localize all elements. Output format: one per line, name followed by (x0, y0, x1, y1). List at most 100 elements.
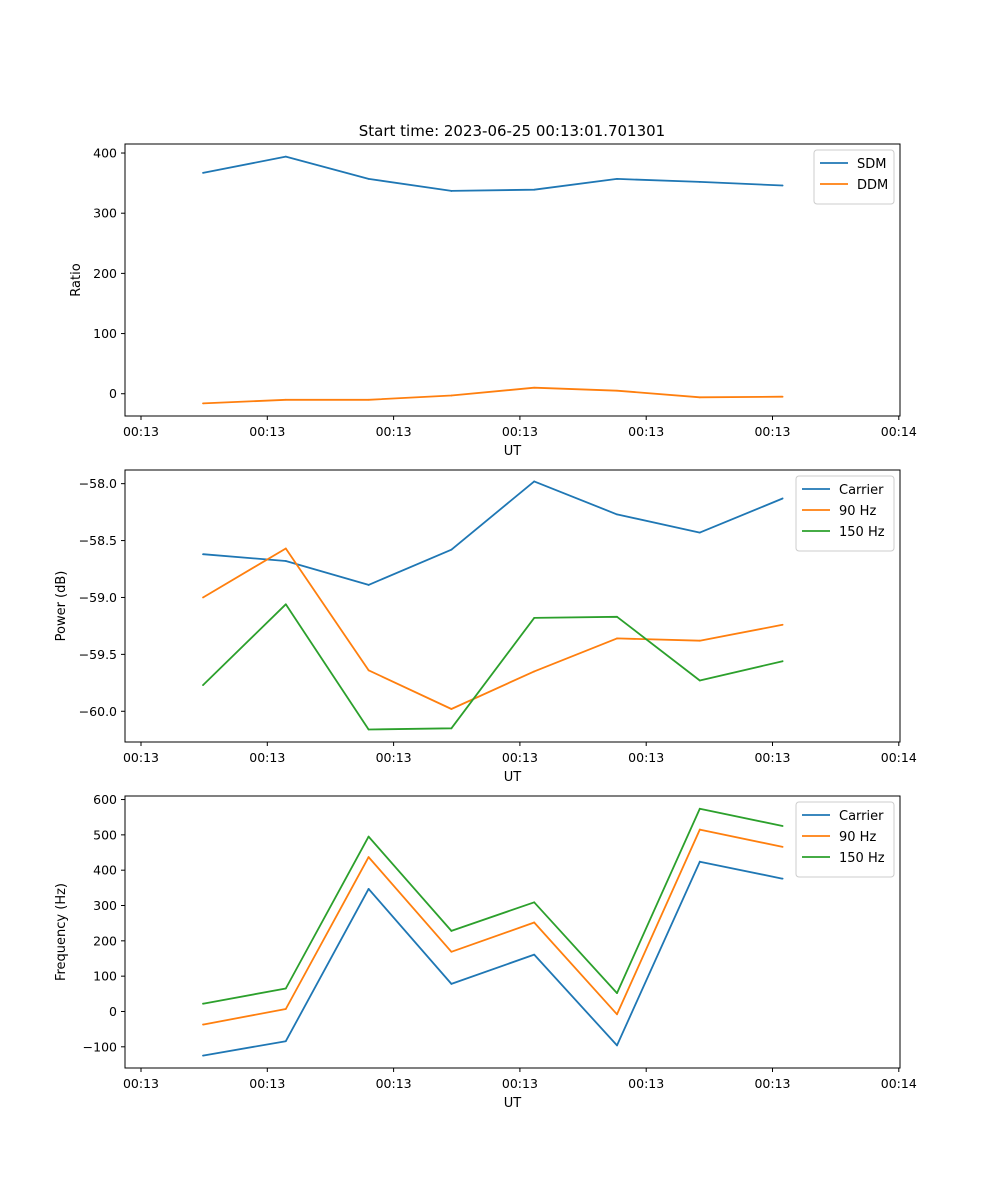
subplot-2: −60.0 −59.5 −59.0 −58.5 −58.0 00:13 00:13 00:13… (54, 469, 917, 785)
data-point (450, 190, 453, 192)
series-line-sdm (202, 155, 783, 192)
data-point (367, 669, 370, 672)
data-point (284, 398, 287, 401)
series-line-90-hz (202, 828, 783, 1026)
data-point (284, 155, 287, 158)
axes-frame (124, 795, 901, 1069)
data-point (284, 987, 287, 990)
data-point (533, 386, 536, 389)
y-tick-label: 100 (93, 326, 117, 341)
data-point (698, 860, 701, 863)
data-point (533, 670, 536, 673)
data-point (202, 553, 204, 556)
y-tick-label: 400 (93, 146, 117, 161)
legend-label: Carrier (839, 483, 884, 498)
data-point (450, 548, 453, 551)
x-tick-label: 00:13 (376, 750, 412, 765)
data-point (367, 728, 370, 731)
subplot-3: −100 0 100 200 300 400 500 600 00:13 00:13 00:13 00… (54, 792, 917, 1111)
x-tick-label: 00:13 (502, 750, 538, 765)
data-point (202, 402, 204, 405)
data-point (616, 992, 618, 995)
legend-label: 90 Hz (839, 830, 876, 845)
legend-box (795, 475, 895, 552)
y-tick-label: −59.5 (79, 647, 117, 662)
x-tick-label: 00:14 (881, 750, 917, 765)
data-point (616, 615, 618, 618)
x-tick-label: 00:13 (249, 1076, 285, 1091)
data-point (781, 497, 784, 500)
data-point (616, 389, 618, 392)
data-point (367, 398, 370, 401)
data-point (616, 178, 618, 180)
x-tick-label: 00:13 (502, 1076, 538, 1091)
data-point (533, 953, 536, 956)
y-tick-label: 200 (93, 933, 117, 948)
data-point (367, 888, 370, 890)
series-line-90-hz (202, 547, 783, 710)
x-tick-label: 00:13 (376, 1076, 412, 1091)
data-point (533, 188, 536, 191)
data-point (450, 708, 453, 710)
y-tick-label: −59.0 (79, 590, 117, 605)
x-tick-label: 00:13 (754, 1076, 790, 1091)
data-point (367, 178, 370, 180)
data-point (202, 596, 204, 599)
data-point (698, 828, 701, 831)
x-tick-label: 00:14 (881, 424, 917, 439)
data-point (781, 845, 784, 848)
data-point (202, 684, 204, 686)
data-point (781, 660, 784, 663)
legend-label: SDM (857, 157, 886, 172)
legend-label: 150 Hz (839, 851, 885, 866)
y-tick-label: −60.0 (79, 704, 117, 719)
data-point (533, 901, 536, 904)
y-tick-label: −58.0 (79, 476, 117, 491)
series-line-150-hz (202, 603, 783, 731)
data-point (533, 480, 536, 483)
data-point (781, 877, 784, 880)
x-tick-label: 00:13 (502, 424, 538, 439)
data-point (367, 835, 370, 838)
data-point (284, 1008, 287, 1010)
data-point (698, 531, 701, 534)
y-tick-label: 500 (93, 827, 117, 842)
data-point (450, 930, 453, 932)
data-point (781, 184, 784, 187)
x-tick-label: 00:13 (628, 750, 664, 765)
y-tick-label: 300 (93, 206, 117, 221)
x-axis-label: UT (504, 444, 522, 459)
data-point (533, 921, 536, 924)
data-point (616, 1044, 618, 1047)
x-tick-label: 00:13 (754, 750, 790, 765)
y-axis-label: Power (dB) (54, 571, 69, 642)
data-point (450, 394, 453, 397)
data-point (284, 560, 287, 562)
series-line-150-hz (202, 807, 783, 1005)
x-tick-label: 00:13 (376, 424, 412, 439)
data-point (781, 623, 784, 626)
legend-box (795, 801, 895, 878)
data-point (616, 1013, 618, 1016)
subplots: 0 100 200 300 400 00:13 00:13 00:13 00:13 00:13 00… (54, 143, 917, 1111)
x-axis-label: UT (504, 1096, 522, 1111)
legend-label: Carrier (839, 809, 884, 824)
figure-title: Start time: 2023-06-25 00:13:01.701301 (359, 122, 665, 140)
y-axis-label: Frequency (Hz) (54, 883, 69, 981)
data-point (450, 727, 453, 730)
data-point (698, 807, 701, 810)
data-point (781, 395, 784, 398)
y-tick-label: 0 (109, 1004, 117, 1019)
data-point (202, 1002, 204, 1005)
data-point (616, 513, 618, 516)
legend-label: 90 Hz (839, 504, 876, 519)
y-tick-label: 200 (93, 266, 117, 281)
data-point (284, 547, 287, 550)
series-line-ddm (202, 386, 783, 405)
data-point (284, 603, 287, 606)
data-point (367, 856, 370, 859)
x-tick-label: 00:13 (628, 424, 664, 439)
y-tick-label: −58.5 (79, 533, 117, 548)
x-tick-label: 00:13 (123, 750, 159, 765)
